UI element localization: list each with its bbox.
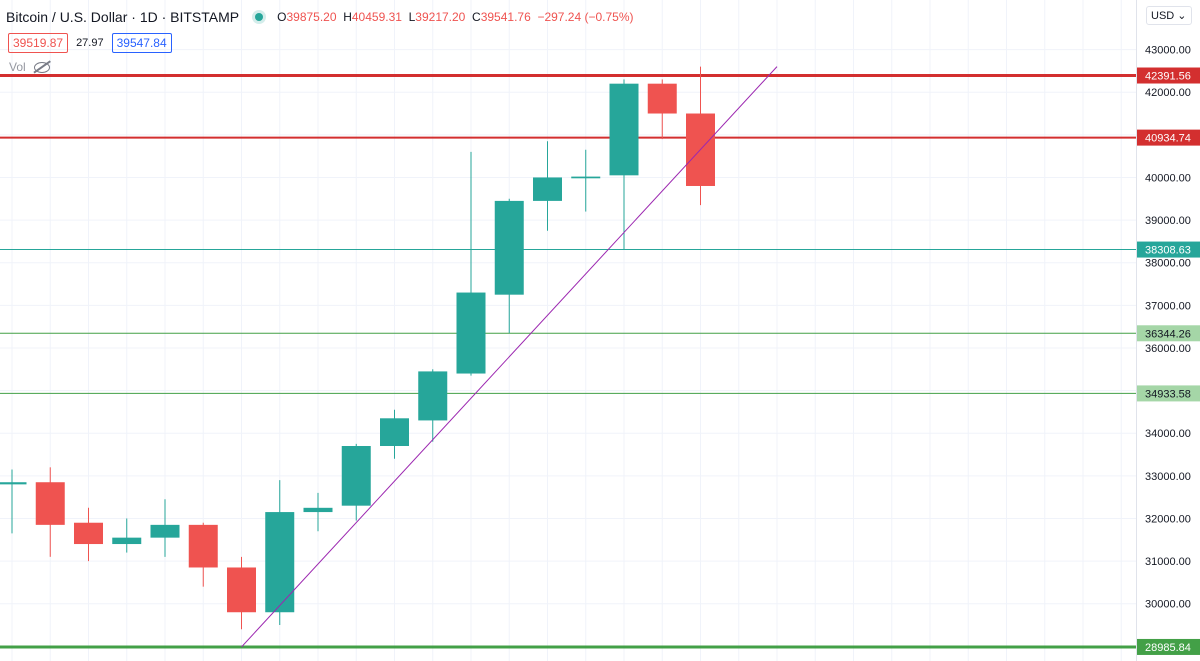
price-level-tag — [1137, 241, 1200, 258]
candle — [609, 79, 639, 250]
candle-body — [74, 522, 103, 545]
y-tick-label: 31000.00 — [1145, 556, 1191, 568]
y-tick-label: 34000.00 — [1145, 428, 1191, 440]
price-level-tag — [1137, 129, 1200, 146]
candle — [74, 507, 103, 562]
open-value: 39875.20 — [286, 10, 337, 24]
candle-body — [265, 512, 295, 613]
candle-body — [341, 446, 371, 506]
market-status-dot — [255, 13, 264, 21]
candle-body — [609, 83, 639, 176]
y-tick-label: 30000.00 — [1145, 599, 1191, 611]
y-tick-label: 33000.00 — [1145, 471, 1191, 483]
candle — [112, 518, 142, 553]
candle-body — [112, 537, 142, 545]
open-label: O — [277, 10, 287, 24]
low-value: 39217.20 — [415, 10, 466, 24]
price-level-tag — [1137, 638, 1200, 655]
y-tick-label: 43000.00 — [1145, 45, 1191, 57]
candle — [341, 443, 371, 521]
price-level-label: 34933.58 — [1145, 388, 1191, 400]
y-tick-label: 42000.00 — [1145, 87, 1191, 99]
high-label: H — [343, 10, 352, 24]
candle-body — [35, 482, 65, 525]
price-level-tag — [1137, 385, 1200, 402]
spread-value: 27.97 — [76, 37, 104, 49]
candle-body — [418, 371, 448, 421]
candle-body — [571, 176, 601, 179]
trend-line — [241, 66, 778, 648]
hidden-eye-icon[interactable] — [33, 61, 50, 73]
candle — [686, 66, 715, 206]
low-label: L — [408, 10, 416, 24]
candle — [456, 151, 486, 376]
candle — [188, 522, 218, 587]
y-tick-label: 40000.00 — [1145, 172, 1191, 184]
change-value: −297.24 (−0.75%) — [537, 10, 634, 24]
ohlc-values: O39875.20 H40459.31 L39217.20 C39541.76 … — [277, 10, 633, 24]
candle — [418, 369, 448, 442]
volume-indicator: Vol — [9, 60, 50, 74]
chart-header: Bitcoin / U.S. Dollar · 1D · BITSTAMP O3… — [6, 9, 634, 25]
candle-body — [188, 524, 218, 568]
close-value: 39541.76 — [480, 10, 531, 24]
price-level-tag — [1137, 325, 1200, 342]
candle-body — [380, 418, 409, 447]
candle — [0, 469, 27, 534]
currency-dropdown[interactable]: USD ⌄ — [1146, 6, 1192, 25]
currency-label: USD — [1151, 10, 1175, 22]
y-tick-label: 38000.00 — [1145, 258, 1191, 270]
candle-body — [456, 292, 486, 374]
volume-label: Vol — [9, 60, 26, 74]
price-level-label: 42391.56 — [1145, 71, 1191, 83]
y-tick-label: 37000.00 — [1145, 300, 1191, 312]
candle — [380, 409, 409, 459]
candle-body — [494, 200, 524, 295]
candle-body — [303, 507, 333, 513]
candle — [265, 480, 295, 626]
close-label: C — [472, 10, 481, 24]
candle — [494, 198, 524, 334]
price-level-tag — [1137, 67, 1200, 84]
candle-body — [150, 524, 180, 538]
candle — [571, 149, 601, 212]
sell-price-button[interactable]: 39519.87 — [8, 33, 69, 53]
y-tick-label: 39000.00 — [1145, 215, 1191, 227]
candle-body — [227, 567, 256, 613]
candle — [533, 141, 562, 231]
candle-body — [0, 482, 27, 485]
symbol-title[interactable]: Bitcoin / U.S. Dollar · 1D · BITSTAMP — [6, 9, 240, 25]
candle-body — [533, 177, 562, 201]
y-tick-label: 36000.00 — [1145, 343, 1191, 355]
price-level-label: 28985.84 — [1145, 642, 1191, 654]
candle — [303, 492, 333, 532]
candle — [647, 79, 677, 140]
candle-body — [647, 83, 677, 114]
y-tick-label: 32000.00 — [1145, 513, 1191, 525]
buy-price-button[interactable]: 39547.84 — [111, 33, 172, 53]
price-level-label: 36344.26 — [1145, 328, 1191, 340]
bid-ask-row: 39519.87 27.97 39547.84 — [8, 33, 172, 53]
candle — [150, 499, 180, 557]
high-value: 40459.31 — [351, 10, 402, 24]
price-level-label: 40934.74 — [1145, 133, 1191, 145]
candle — [35, 467, 65, 557]
price-level-label: 38308.63 — [1145, 245, 1191, 257]
candle — [227, 556, 256, 630]
